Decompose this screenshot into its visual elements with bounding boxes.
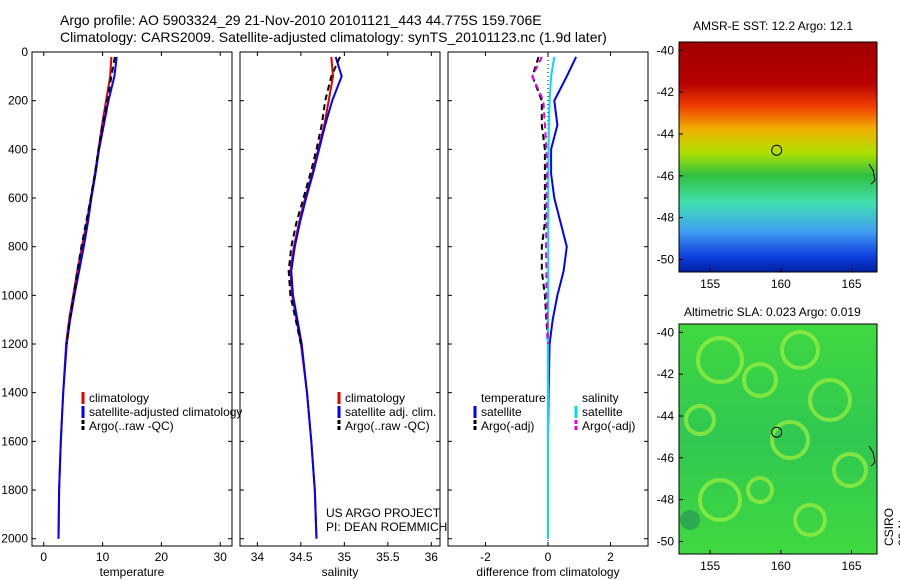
x-tick-label: -2 bbox=[480, 550, 491, 564]
sla-lat-label: -44 bbox=[657, 409, 675, 423]
y-tick-label: 400 bbox=[8, 142, 28, 156]
sla-lat-label: -46 bbox=[657, 451, 675, 465]
sla-lat-label: -42 bbox=[657, 367, 675, 381]
legend-sal-climatology: climatology bbox=[345, 391, 405, 405]
sst-map-field bbox=[679, 42, 877, 272]
legend-diff-temp-satellite: satellite bbox=[481, 405, 522, 419]
figure-title-line1: Argo profile: AO 5903324_29 21-Nov-2010 … bbox=[60, 12, 542, 28]
legend-sal-argo: Argo(..raw -QC) bbox=[345, 419, 430, 433]
series-line-salinity-argo-adj- bbox=[531, 56, 549, 345]
sst-lat-label: -50 bbox=[657, 252, 675, 266]
legend-diff-temp-argo: Argo(-adj) bbox=[481, 419, 534, 433]
y-tick-label: 1000 bbox=[1, 288, 28, 302]
x-axis-label: difference from climatology bbox=[476, 565, 619, 579]
sla-sla-feature bbox=[684, 404, 716, 436]
credit-pi: PI: DEAN ROEMMICH bbox=[326, 520, 448, 534]
x-axis-label: salinity bbox=[322, 565, 359, 579]
legend-temp-argo: Argo(..raw -QC) bbox=[89, 419, 174, 433]
sla-sla-feature bbox=[696, 336, 744, 384]
sst-map-title: AMSR-E SST: 12.2 Argo: 12.1 bbox=[693, 19, 854, 33]
x-tick-label: 36 bbox=[425, 550, 439, 564]
x-tick-label: 34 bbox=[251, 550, 265, 564]
sla-map-title: Altimetric SLA: 0.023 Argo: 0.019 bbox=[684, 305, 861, 319]
series-line-temperature-satellite bbox=[547, 56, 578, 539]
sla-sla-feature bbox=[698, 478, 742, 522]
x-tick-label: 10 bbox=[96, 550, 110, 564]
figure-title-line2: Climatology: CARS2009. Satellite-adjuste… bbox=[60, 29, 607, 45]
y-tick-label: 800 bbox=[8, 240, 28, 254]
x-tick-label: 30 bbox=[214, 550, 228, 564]
timestamp-label: CSIRO 29-Nov-2010 10:30:32 bbox=[882, 503, 900, 546]
sla-sla-feature bbox=[808, 378, 852, 422]
legend-diff-sal-satellite: satellite bbox=[582, 405, 623, 419]
x-tick-label: 0 bbox=[40, 550, 47, 564]
sla-sla-feature bbox=[832, 452, 868, 488]
series-line-temperature-argo-adj- bbox=[531, 56, 549, 345]
series-group-temperature bbox=[57, 56, 118, 539]
sla-sla-feature bbox=[793, 503, 827, 537]
credit-project: US ARGO PROJECT bbox=[326, 506, 441, 520]
y-tick-label: 1800 bbox=[1, 483, 28, 497]
x-tick-label: 2 bbox=[607, 550, 614, 564]
legend-temp-satellite: satellite-adjusted climatology bbox=[89, 405, 242, 419]
sla-sla-feature bbox=[742, 362, 778, 398]
sst-lat-label: -46 bbox=[657, 169, 675, 183]
sla-lat-label: -50 bbox=[657, 534, 675, 548]
sst-lat-label: -42 bbox=[657, 85, 675, 99]
sst-lon-label: 165 bbox=[842, 277, 862, 291]
series-line-satellite-adjusted-climatology bbox=[57, 56, 118, 539]
legend-diff-sal-argo: Argo(-adj) bbox=[582, 419, 635, 433]
series-group-difference bbox=[531, 56, 578, 539]
y-tick-label: 1400 bbox=[1, 386, 28, 400]
sst-lon-label: 155 bbox=[700, 277, 720, 291]
y-tick-label: 0 bbox=[21, 45, 28, 59]
sst-lat-label: -44 bbox=[657, 127, 675, 141]
legend-diff-temp-head: temperature bbox=[481, 391, 546, 405]
series-group-salinity bbox=[287, 56, 343, 539]
sla-map-frame bbox=[678, 323, 878, 555]
sst-lat-label: -40 bbox=[657, 43, 675, 57]
x-tick-label: 20 bbox=[155, 550, 169, 564]
legend-sal-satellite: satellite adj. clim. bbox=[345, 405, 436, 419]
sst-argo-position-marker bbox=[771, 144, 783, 156]
y-tick-label: 1200 bbox=[1, 337, 28, 351]
x-tick-label: 34.5 bbox=[289, 550, 313, 564]
sla-argo-position-marker bbox=[771, 426, 783, 438]
series-line-satellite-adj-clim- bbox=[290, 56, 343, 539]
axes-frame-salinity bbox=[239, 51, 441, 547]
y-tick-label: 1600 bbox=[1, 434, 28, 448]
sla-map-field bbox=[679, 324, 877, 554]
y-tick-label: 200 bbox=[8, 94, 28, 108]
x-tick-label: 35 bbox=[338, 550, 352, 564]
sst-map-frame bbox=[678, 41, 878, 273]
x-tick-label: 35.5 bbox=[376, 550, 400, 564]
x-axis-label: temperature bbox=[100, 565, 165, 579]
legend-temp-climatology: climatology bbox=[89, 391, 149, 405]
sla-sla-feature bbox=[746, 476, 774, 504]
sla-sla-feature bbox=[680, 510, 700, 530]
sla-sla-feature bbox=[770, 420, 810, 460]
sst-lat-label: -48 bbox=[657, 211, 675, 225]
series-line-climatology bbox=[289, 56, 335, 539]
legend-diff-sal-head: salinity bbox=[582, 391, 619, 405]
y-tick-label: 600 bbox=[8, 191, 28, 205]
x-tick-label: 0 bbox=[545, 550, 552, 564]
sla-lat-label: -40 bbox=[657, 325, 675, 339]
sla-sla-feature bbox=[780, 330, 820, 370]
series-line-salinity-satellite bbox=[547, 56, 556, 539]
sla-lon-label: 155 bbox=[700, 559, 720, 573]
sla-coastline bbox=[868, 445, 876, 467]
axes-frame-temperature bbox=[31, 51, 233, 547]
series-line-argo-raw-qc- bbox=[287, 56, 341, 345]
series-line-argo-raw-qc- bbox=[65, 56, 116, 345]
sla-lon-label: 165 bbox=[842, 559, 862, 573]
sla-lat-label: -48 bbox=[657, 493, 675, 507]
sla-lon-label: 160 bbox=[771, 559, 791, 573]
sst-coastline bbox=[868, 163, 876, 185]
y-tick-label: 2000 bbox=[1, 532, 28, 546]
sst-lon-label: 160 bbox=[771, 277, 791, 291]
